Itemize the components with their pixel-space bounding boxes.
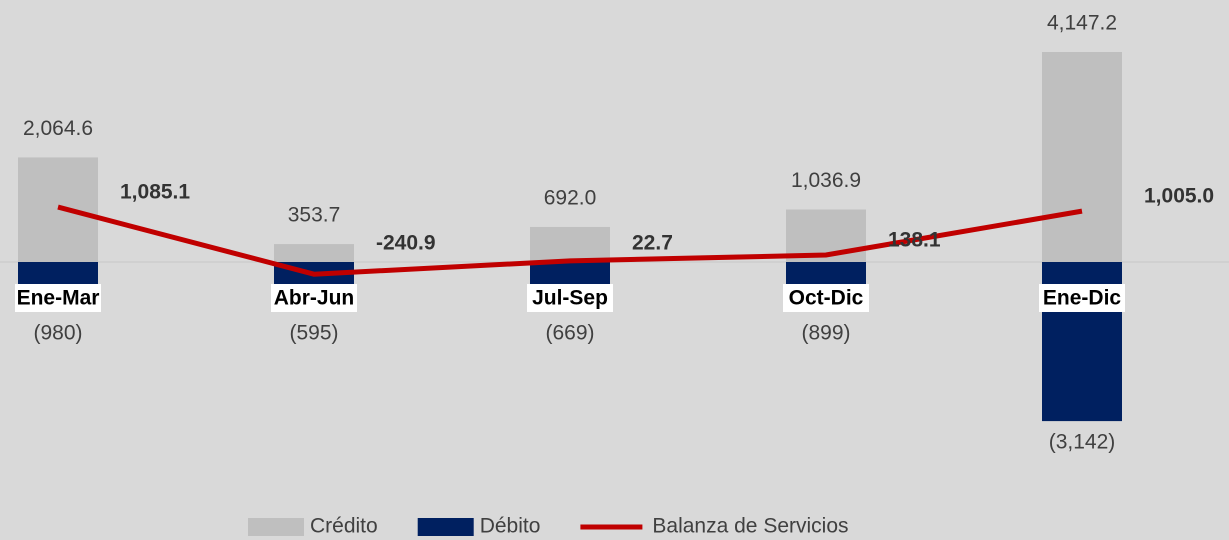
category-box bbox=[1039, 284, 1125, 312]
category-box bbox=[15, 284, 101, 312]
bar bbox=[1042, 52, 1122, 262]
category-box bbox=[527, 284, 613, 312]
x-tick-label: Ene-Dic bbox=[1043, 287, 1122, 310]
data-label: 1,036.9 bbox=[791, 169, 861, 192]
legend-label: Balanza de Servicios bbox=[652, 515, 848, 538]
data-label: (899) bbox=[801, 322, 850, 345]
bar bbox=[18, 157, 98, 262]
data-label: (595) bbox=[289, 322, 338, 345]
data-label: 2,064.6 bbox=[23, 117, 93, 140]
legend-label: Crédito bbox=[310, 515, 378, 538]
legend-swatch bbox=[417, 518, 474, 536]
x-tick-label: Ene-Mar bbox=[17, 287, 100, 310]
line-label: -240.9 bbox=[376, 232, 436, 255]
x-tick-label: Oct-Dic bbox=[789, 287, 864, 310]
data-label: 4,147.2 bbox=[1047, 12, 1117, 35]
bar bbox=[274, 244, 354, 262]
line-label: 1,005.0 bbox=[1144, 185, 1214, 208]
data-label: (3,142) bbox=[1049, 431, 1116, 454]
category-box bbox=[783, 284, 869, 312]
bar bbox=[530, 226, 610, 262]
line bbox=[57, 204, 1083, 277]
data-label: 353.7 bbox=[288, 204, 341, 227]
line-label: 138.1 bbox=[888, 229, 941, 252]
data-label: (980) bbox=[33, 322, 82, 345]
data-label: (669) bbox=[545, 322, 594, 345]
legend-swatch bbox=[248, 518, 304, 536]
legend-label: Débito bbox=[480, 515, 541, 538]
line-label: 1,085.1 bbox=[120, 181, 190, 204]
data-label: 692.0 bbox=[544, 187, 597, 210]
category-box bbox=[271, 284, 357, 312]
line-label: 22.7 bbox=[632, 232, 673, 255]
x-tick-label: Abr-Jun bbox=[274, 287, 355, 310]
x-tick-label: Jul-Sep bbox=[532, 287, 608, 310]
